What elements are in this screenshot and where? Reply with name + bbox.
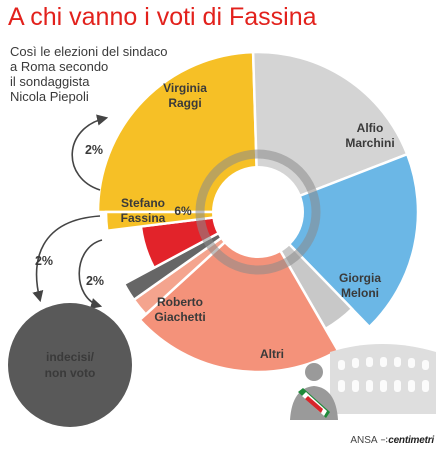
mayor-figure-icon: [290, 363, 338, 420]
undecided-circle: indecisi/non voto: [8, 303, 132, 427]
flow-arrow-roberto-giachetti: [78, 239, 103, 309]
slice-roberto-giachetti: [138, 210, 340, 374]
label-giorgia-meloni-line: Meloni: [341, 286, 379, 300]
label-alfio-marchini-line: Marchini: [345, 136, 394, 150]
chart-title: A chi vanno i voti di Fassina: [8, 3, 317, 31]
label-giorgia-meloni-line: Giorgia: [339, 271, 381, 285]
label-stefano-fassina-line: Stefano: [121, 196, 165, 210]
source-credit: ANSA ∹centimetri: [350, 435, 434, 446]
donut-center: [212, 166, 304, 258]
slice-alfio-marchini: [251, 50, 409, 214]
subtitle-line: a Roma secondo: [10, 59, 109, 74]
value-label-stefano-fassina: 6%: [174, 204, 192, 218]
label-roberto-giachetti-line: Roberto: [157, 295, 203, 309]
credit-prefix: ANSA: [350, 435, 378, 446]
donut-ring: [195, 149, 321, 275]
undecided-label-line: non voto: [45, 366, 96, 380]
flow-arrow-indecisi-non-voto: [32, 215, 101, 303]
colosseum-illustration: [330, 344, 436, 414]
label-stefano-fassina-line: Fassina: [121, 211, 166, 225]
label-alfio-marchini-line: Alfio: [357, 121, 384, 135]
undecided-label-line: indecisi/: [46, 350, 95, 364]
label-roberto-giachetti-line: Giachetti: [154, 310, 205, 324]
subtitle-line: Così le elezioni del sindaco: [10, 44, 168, 59]
flow-arrow-virginia-raggi: [71, 114, 109, 191]
label-altri-line: Altri: [260, 347, 284, 361]
subtitle-line: Nicola Piepoli: [10, 89, 89, 104]
flow-percent-roberto-giachetti: 2%: [86, 274, 104, 288]
flow-percent-indecisi-non-voto: 2%: [35, 254, 53, 268]
label-virginia-raggi-line: Virginia: [163, 81, 207, 95]
centimetri-logo: ∹centimetri: [379, 435, 434, 446]
donut-hole: [195, 149, 321, 275]
undecided-disc: [8, 303, 132, 427]
flow-arrows: 2% 2% 2%: [32, 114, 109, 309]
label-virginia-raggi-line: Raggi: [168, 96, 201, 110]
subtitle-line: il sondaggista: [10, 74, 90, 89]
flow-percent-virginia-raggi: 2%: [85, 143, 103, 157]
chart-subtitle: Così le elezioni del sindaco a Roma seco…: [10, 44, 170, 104]
